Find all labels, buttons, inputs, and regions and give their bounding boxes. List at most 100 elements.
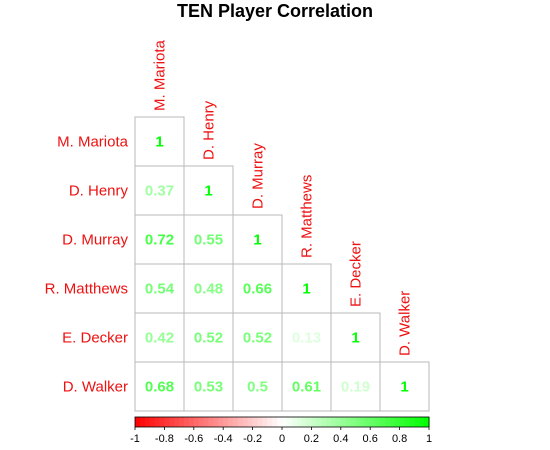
column-label: E. Decker bbox=[348, 241, 365, 307]
row-label: D. Walker bbox=[63, 379, 128, 396]
colorbar-segment bbox=[272, 417, 278, 427]
colorbar-tick-label: 0.2 bbox=[304, 433, 319, 445]
colorbar-segment bbox=[365, 417, 371, 427]
column-label: M. Mariota bbox=[152, 39, 169, 111]
colorbar-segment bbox=[389, 417, 396, 427]
row-label: D. Murray bbox=[62, 232, 128, 249]
colorbar-tick-label: -0.6 bbox=[184, 433, 203, 445]
heatmap-cell bbox=[281, 361, 332, 412]
colorbar-segment bbox=[179, 417, 185, 427]
colorbar-segment bbox=[404, 417, 410, 427]
heatmap-cell bbox=[183, 361, 234, 412]
column-label: D. Henry bbox=[201, 100, 218, 160]
colorbar-segment bbox=[399, 417, 406, 427]
colorbar-segment bbox=[419, 417, 425, 427]
colorbar-segment bbox=[174, 417, 180, 427]
row-label: R. Matthews bbox=[45, 281, 128, 298]
colorbar-segment bbox=[321, 417, 327, 427]
heatmap-cell bbox=[134, 361, 185, 412]
heatmap-cell bbox=[183, 312, 234, 363]
colorbar-segment bbox=[340, 417, 347, 427]
colorbar-segment bbox=[370, 417, 376, 427]
heatmap-cell bbox=[232, 361, 283, 412]
colorbar-segment bbox=[218, 417, 224, 427]
colorbar-segment bbox=[286, 417, 293, 427]
colorbar-segment bbox=[306, 417, 312, 427]
cell-value: 0.54 bbox=[145, 281, 175, 298]
colorbar-tick-label: -1 bbox=[130, 433, 140, 445]
colorbar-segment bbox=[233, 417, 239, 427]
colorbar-segment bbox=[409, 417, 415, 427]
cell-value: 0.66 bbox=[243, 281, 272, 298]
colorbar-segment bbox=[247, 417, 254, 427]
colorbar-segment bbox=[159, 417, 165, 427]
colorbar-tick-label: 1 bbox=[426, 433, 432, 445]
row-labels: M. Mariota D. Henry D. Murray R. Matthews E.… bbox=[45, 134, 129, 396]
colorbar-segment bbox=[213, 417, 219, 427]
cell-value: 1 bbox=[351, 330, 359, 347]
cell-value: 0.72 bbox=[145, 232, 174, 249]
cell-value: 0.42 bbox=[145, 330, 174, 347]
colorbar-segment bbox=[223, 417, 229, 427]
colorbar-segment bbox=[135, 417, 141, 427]
heatmap-cell bbox=[134, 116, 185, 167]
colorbar-segment bbox=[296, 417, 303, 427]
colorbar-segment bbox=[316, 417, 322, 427]
heatmap-cell bbox=[330, 361, 381, 412]
cell-value: 0.48 bbox=[194, 281, 223, 298]
cell-value: 1 bbox=[253, 232, 261, 249]
colorbar-tick-label: -0.2 bbox=[243, 433, 262, 445]
colorbar-segment bbox=[154, 417, 161, 427]
cell-value: 1 bbox=[400, 379, 408, 396]
colorbar-segment bbox=[203, 417, 210, 427]
cell-value: 0.19 bbox=[341, 379, 370, 396]
column-labels: M. Mariota D. Henry D. Murray R. Matthews E.… bbox=[152, 39, 414, 356]
heatmap-cell bbox=[183, 263, 234, 314]
colorbar-tick-label: 0.4 bbox=[333, 433, 348, 445]
colorbar-segment bbox=[169, 417, 175, 427]
colorbar-segment bbox=[360, 417, 366, 427]
cell-value: 0.13 bbox=[292, 330, 321, 347]
colorbar: -1 -0.8 -0.6 -0.4 -0.2 0 0.2 0.4 0.6 0.8 1 bbox=[130, 416, 432, 445]
colorbar-segment bbox=[184, 417, 190, 427]
cell-value: 1 bbox=[155, 134, 163, 151]
colorbar-segment bbox=[301, 417, 308, 427]
colorbar-segment bbox=[164, 417, 170, 427]
colorbar-segment bbox=[208, 417, 214, 427]
colorbar-segment bbox=[414, 417, 420, 427]
cell-value: 0.5 bbox=[247, 379, 268, 396]
colorbar-segment bbox=[384, 417, 391, 427]
cell-value: 0.68 bbox=[145, 379, 174, 396]
row-label: M. Mariota bbox=[57, 134, 129, 151]
colorbar-segment bbox=[242, 417, 249, 427]
heatmap-cell bbox=[134, 165, 185, 216]
cell-value: 0.37 bbox=[145, 183, 174, 200]
row-label: D. Henry bbox=[69, 183, 129, 200]
cell-value: 0.61 bbox=[292, 379, 321, 396]
heatmap-cell bbox=[281, 312, 332, 363]
colorbar-segment bbox=[267, 417, 273, 427]
colorbar-segment bbox=[311, 417, 317, 427]
colorbar-segment bbox=[237, 417, 244, 427]
colorbar-segment bbox=[139, 417, 146, 427]
colorbar-segment bbox=[424, 417, 430, 427]
colorbar-segment bbox=[282, 417, 288, 427]
colorbar-tick-label: 0 bbox=[279, 433, 285, 445]
cell-value: 1 bbox=[204, 183, 212, 200]
colorbar-segment bbox=[331, 417, 337, 427]
colorbar-segment bbox=[144, 417, 151, 427]
colorbar-segment bbox=[350, 417, 357, 427]
colorbar-segment bbox=[355, 417, 361, 427]
row-label: E. Decker bbox=[62, 330, 128, 347]
cell-value: 1 bbox=[302, 281, 310, 298]
colorbar-segment bbox=[188, 417, 195, 427]
colorbar-segment bbox=[326, 417, 332, 427]
cell-value: 0.52 bbox=[194, 330, 223, 347]
cell-value: 0.55 bbox=[194, 232, 223, 249]
colorbar-segment bbox=[149, 417, 156, 427]
heatmap-cells: 1 0.37 1 0.72 0.55 1 0.54 0.48 0.66 1 0.42 0.52 0.52… bbox=[134, 116, 430, 412]
colorbar-segment bbox=[257, 417, 263, 427]
colorbar-segment bbox=[375, 417, 381, 427]
heatmap-cell bbox=[232, 214, 283, 265]
